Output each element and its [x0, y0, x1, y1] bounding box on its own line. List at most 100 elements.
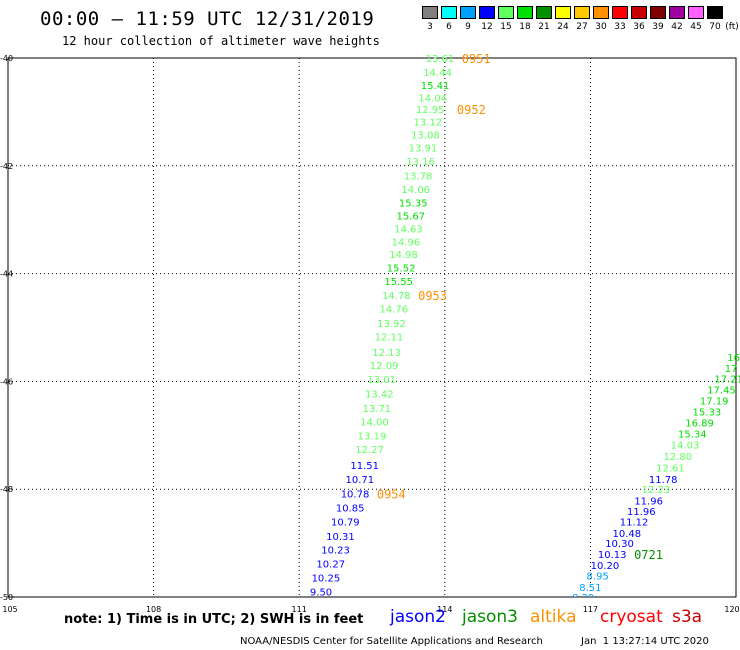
- wave-height-value: 11.78: [649, 475, 678, 486]
- scale-label: 39: [652, 22, 664, 32]
- wave-height-value: 10.85: [336, 504, 365, 515]
- wave-height-value: 10.25: [312, 574, 341, 585]
- lat-tick-label: -48: [0, 485, 13, 494]
- wave-height-value: 14.44: [423, 68, 452, 79]
- legend-item: s3a: [672, 607, 703, 627]
- wave-height-value: 14.04: [418, 93, 447, 104]
- time-tag: 0951: [462, 52, 491, 66]
- note-text: note: 1) Time is in UTC; 2) SWH is in fe…: [64, 612, 364, 627]
- wave-height-value: 14.78: [382, 291, 411, 302]
- wave-height-value: 12.80: [663, 452, 692, 463]
- time-tag: 0952: [457, 103, 486, 117]
- wave-height-value: 8.29: [572, 593, 594, 604]
- wave-height-value: 14.98: [389, 250, 418, 261]
- scale-swatch: [612, 6, 628, 19]
- lon-tick-label: 120: [724, 605, 739, 614]
- wave-height-value: 13.12: [413, 118, 442, 129]
- wave-height-value: 14.76: [380, 305, 409, 316]
- wave-height-value: 7.01: [543, 636, 565, 647]
- wave-height-value: 10.71: [346, 475, 375, 486]
- time-tag: 0954: [377, 488, 406, 502]
- wave-height-value: 13.92: [377, 319, 406, 330]
- scale-swatch: [498, 6, 514, 19]
- legend-item: altika: [530, 607, 577, 627]
- scale-label: 45: [690, 22, 702, 32]
- wave-height-value: 11.51: [350, 461, 379, 472]
- scale-swatch: [631, 6, 647, 19]
- wave-height-value: 15.33: [693, 408, 722, 419]
- wave-height-value: 15.41: [421, 81, 450, 92]
- map-title: 00:00 – 11:59 UTC 12/31/2019: [40, 8, 375, 30]
- wave-height-value: 12.27: [355, 445, 384, 456]
- scale-swatch: [688, 6, 704, 19]
- wave-height-value: 13.78: [404, 172, 433, 183]
- scale-label: 30: [595, 22, 607, 32]
- wave-height-value: 13.91: [409, 143, 438, 154]
- scale-swatch: [460, 6, 476, 19]
- scale-swatch: [707, 6, 723, 19]
- wave-height-value: 16.89: [685, 418, 714, 429]
- scale-swatch: [669, 6, 685, 19]
- scale-swatch: [574, 6, 590, 19]
- wave-height-value: 12.23: [642, 485, 671, 496]
- wave-height-value: 17: [725, 364, 738, 375]
- scale-label: 21: [538, 22, 550, 32]
- wave-height-value: 14.03: [671, 440, 700, 451]
- wave-height-value: 10.30: [605, 539, 634, 550]
- wave-height-value: 13.01: [367, 375, 396, 386]
- scale-swatch: [479, 6, 495, 19]
- wave-height-value: 10.31: [326, 532, 355, 543]
- map-subtitle: 12 hour collection of altimeter wave hei…: [62, 34, 380, 48]
- scale-swatch: [650, 6, 666, 19]
- scale-swatch: [555, 6, 571, 19]
- lon-tick-label: 114: [437, 605, 452, 614]
- lon-tick-label: 117: [583, 605, 598, 614]
- wave-height-value: 13.19: [358, 431, 387, 442]
- wave-height-value: 15.52: [387, 264, 416, 275]
- map-frame: [7, 57, 737, 598]
- lat-tick-label: -46: [0, 377, 13, 386]
- wave-height-value: 17.19: [700, 396, 729, 407]
- wave-height-value: 16: [727, 353, 740, 364]
- wave-height-value: 12.13: [372, 348, 401, 359]
- wave-height-value: 13.42: [365, 389, 394, 400]
- axis-labels: 105 108 111 114 117 120 -40 -42 -44 -46 -48 -50: [0, 54, 740, 614]
- scale-label: 6: [446, 22, 452, 32]
- scale-swatch: [536, 6, 552, 19]
- wave-height-value: 14.63: [394, 224, 423, 235]
- wave-height-value: 17.21: [714, 375, 740, 386]
- wave-height-value: 15.55: [384, 277, 413, 288]
- scale-label: 9: [465, 22, 471, 32]
- wave-height-value: 10.79: [331, 518, 360, 529]
- wave-height-value: 10.27: [316, 560, 345, 571]
- wave-height-value: 10.23: [321, 546, 350, 557]
- wave-height-value: 10.20: [591, 561, 620, 572]
- scale-swatch: [422, 6, 438, 19]
- scale-label: 70: [709, 22, 721, 32]
- lat-tick-label: -42: [0, 162, 13, 171]
- wave-height-value: 11.12: [620, 518, 649, 529]
- wave-height-value: 15.34: [678, 430, 707, 441]
- legend-item: cryosat: [600, 607, 663, 627]
- wave-height-value: 11.96: [634, 497, 663, 508]
- scale-label: 33: [614, 22, 626, 32]
- generated-timestamp: Jan 1 13:27:14 UTC 2020: [581, 636, 709, 647]
- scale-label: 42: [671, 22, 683, 32]
- wave-height-value: 13.08: [411, 131, 440, 142]
- wave-height-value: 10.48: [612, 529, 641, 540]
- wave-height-value: 10.78: [341, 490, 370, 501]
- lat-tick-label: -50: [0, 593, 13, 602]
- scale-label: 12: [481, 22, 493, 32]
- wave-height-value: 13.61: [426, 54, 455, 65]
- lat-tick-label: -40: [0, 54, 13, 63]
- wave-height-value: 15.67: [397, 211, 426, 222]
- legend-item: jason2: [390, 607, 446, 627]
- credit-line: NOAA/NESDIS Center for Satellite Applica…: [240, 636, 543, 647]
- wave-height-value: 13.16: [406, 157, 435, 168]
- wave-height-value: 14.06: [401, 185, 430, 196]
- wave-height-value: 17.45: [707, 385, 736, 396]
- legend-item: jason3: [462, 607, 518, 627]
- wave-height-value: 11.96: [627, 507, 656, 518]
- wave-height-value: 12.61: [656, 464, 685, 475]
